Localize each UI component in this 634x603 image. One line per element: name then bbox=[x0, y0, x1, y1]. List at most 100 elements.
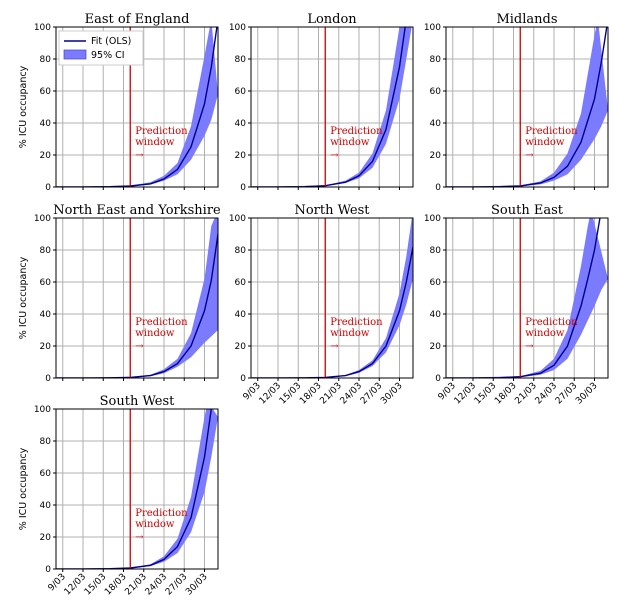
legend-fit-label: Fit (OLS) bbox=[91, 36, 131, 47]
y-axis-label: % ICU occupancy bbox=[18, 447, 29, 530]
ytick-label: 60 bbox=[430, 278, 442, 288]
prediction-arrow: → bbox=[330, 150, 339, 161]
plot-frame bbox=[55, 408, 219, 570]
panel-south-east: Predictionwindow→0204060801009/0312/0315… bbox=[424, 203, 609, 406]
plot-frame bbox=[250, 26, 414, 188]
xtick-label: 12/03 bbox=[258, 381, 283, 406]
ytick-label: 80 bbox=[40, 437, 52, 447]
panel-south-west: Predictionwindow→0204060801009/0312/0315… bbox=[18, 394, 219, 597]
ytick-label: 100 bbox=[34, 23, 51, 33]
prediction-label: Prediction bbox=[525, 317, 578, 328]
ci-band bbox=[446, 27, 608, 187]
xtick-label: 24/03 bbox=[339, 381, 364, 406]
panel-title: North East and Yorkshire bbox=[53, 203, 221, 218]
ytick-label: 0 bbox=[435, 183, 441, 193]
xtick-label: 18/03 bbox=[298, 381, 323, 406]
xtick-label: 15/03 bbox=[473, 381, 498, 406]
ytick-label: 100 bbox=[229, 23, 246, 33]
xtick-label: 18/03 bbox=[493, 381, 518, 406]
prediction-label: Prediction bbox=[330, 126, 383, 137]
prediction-label: Prediction bbox=[135, 126, 188, 137]
ytick-label: 20 bbox=[430, 342, 442, 352]
ytick-label: 20 bbox=[40, 533, 52, 543]
panel-title: South West bbox=[100, 394, 176, 409]
prediction-arrow: → bbox=[135, 150, 144, 161]
xtick-label: 24/03 bbox=[144, 572, 169, 597]
xtick-label: 30/03 bbox=[574, 381, 599, 406]
legend-ci-swatch bbox=[63, 49, 87, 60]
ytick-label: 60 bbox=[40, 469, 52, 479]
prediction-label: Prediction bbox=[525, 126, 578, 137]
ytick-label: 100 bbox=[34, 214, 51, 224]
prediction-label: window bbox=[525, 137, 565, 148]
xtick-label: 27/03 bbox=[359, 381, 384, 406]
fit-line bbox=[251, 27, 406, 187]
ytick-label: 80 bbox=[430, 55, 442, 65]
ytick-label: 80 bbox=[235, 55, 247, 65]
ytick-label: 100 bbox=[424, 214, 441, 224]
ci-band bbox=[446, 218, 608, 378]
ytick-label: 80 bbox=[235, 246, 247, 256]
ytick-label: 80 bbox=[40, 246, 52, 256]
ytick-label: 80 bbox=[40, 55, 52, 65]
prediction-arrow: → bbox=[135, 341, 144, 352]
ytick-label: 0 bbox=[45, 565, 51, 575]
panel-title: North West bbox=[294, 203, 370, 218]
xtick-label: 18/03 bbox=[103, 572, 128, 597]
ytick-label: 60 bbox=[40, 87, 52, 97]
plot-frame bbox=[445, 217, 609, 379]
ytick-label: 40 bbox=[430, 310, 442, 320]
ytick-label: 40 bbox=[40, 501, 52, 511]
prediction-label: window bbox=[135, 328, 175, 339]
ytick-label: 60 bbox=[430, 87, 442, 97]
ci-band bbox=[251, 27, 412, 187]
xtick-label: 12/03 bbox=[453, 381, 478, 406]
y-axis-label: % ICU occupancy bbox=[18, 65, 29, 148]
fit-line bbox=[56, 409, 213, 569]
legend: Fit (OLS) 95% CI bbox=[58, 30, 144, 66]
xtick-label: 21/03 bbox=[318, 381, 343, 406]
legend-ci-label: 95% CI bbox=[91, 50, 125, 61]
prediction-label: window bbox=[330, 328, 370, 339]
xtick-label: 27/03 bbox=[164, 572, 189, 597]
prediction-label: window bbox=[525, 328, 565, 339]
prediction-arrow: → bbox=[135, 532, 144, 543]
ytick-label: 20 bbox=[40, 151, 52, 161]
ytick-label: 20 bbox=[40, 342, 52, 352]
xtick-label: 30/03 bbox=[184, 572, 209, 597]
panel-title: East of England bbox=[85, 12, 190, 27]
fit-line bbox=[56, 233, 218, 378]
prediction-arrow: → bbox=[330, 341, 339, 352]
xtick-label: 21/03 bbox=[513, 381, 538, 406]
xtick-label: 21/03 bbox=[123, 572, 148, 597]
prediction-label: Prediction bbox=[135, 508, 188, 519]
plot-frame bbox=[55, 217, 219, 379]
prediction-label: Prediction bbox=[330, 317, 383, 328]
xtick-label: 12/03 bbox=[63, 572, 88, 597]
panel-title: London bbox=[307, 12, 357, 27]
ci-band bbox=[56, 218, 218, 378]
ytick-label: 40 bbox=[235, 119, 247, 129]
ytick-label: 80 bbox=[430, 246, 442, 256]
plot-frame bbox=[55, 26, 219, 188]
xtick-label: 24/03 bbox=[534, 381, 559, 406]
xtick-label: 15/03 bbox=[278, 381, 303, 406]
prediction-label: window bbox=[135, 137, 175, 148]
y-axis-label: % ICU occupancy bbox=[18, 256, 29, 339]
prediction-label: window bbox=[135, 519, 175, 530]
plot-frame bbox=[250, 217, 414, 379]
prediction-arrow: → bbox=[525, 341, 534, 352]
ytick-label: 40 bbox=[430, 119, 442, 129]
ytick-label: 0 bbox=[45, 374, 51, 384]
ytick-label: 60 bbox=[235, 278, 247, 288]
plot-frame bbox=[445, 26, 609, 188]
xtick-label: 27/03 bbox=[554, 381, 579, 406]
ytick-label: 100 bbox=[34, 405, 51, 415]
prediction-label: Prediction bbox=[135, 317, 188, 328]
ytick-label: 0 bbox=[435, 374, 441, 384]
ytick-label: 60 bbox=[235, 87, 247, 97]
